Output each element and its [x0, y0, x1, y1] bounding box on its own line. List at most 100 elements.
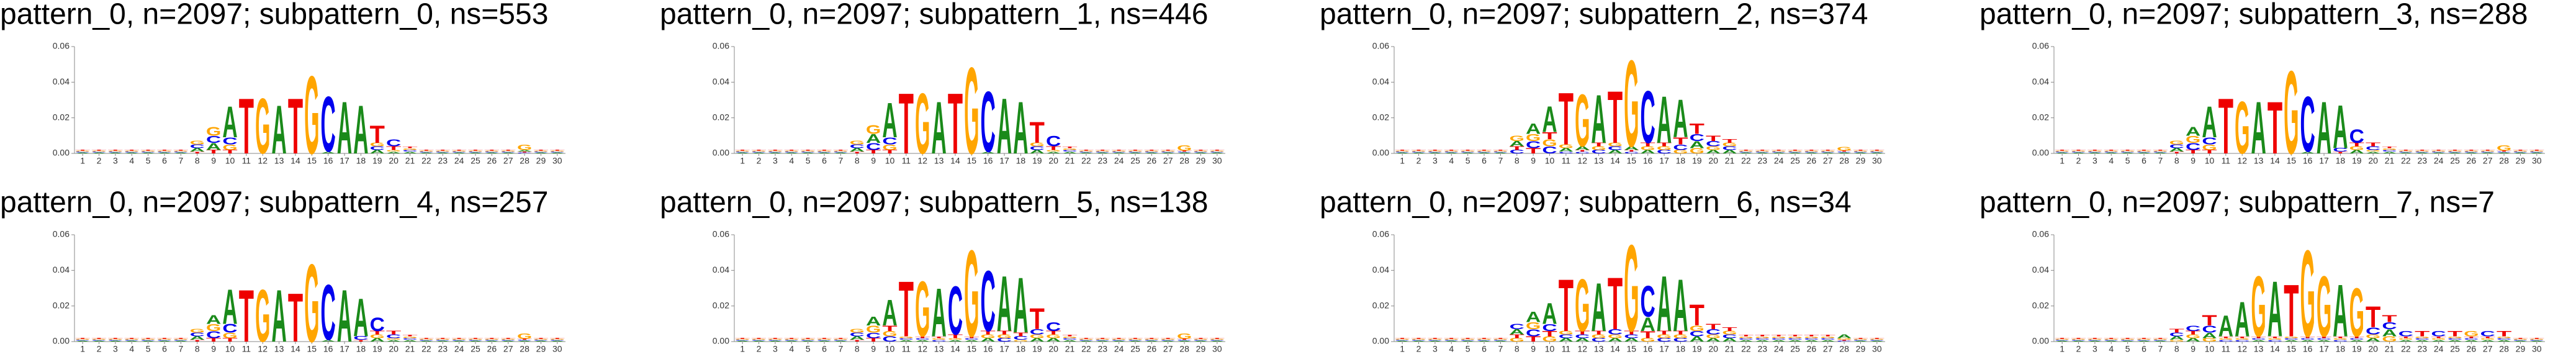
y-tick-label: 0.06 — [1372, 41, 1389, 51]
logo-letter: A — [2137, 152, 2152, 153]
logo-letter: A — [2300, 340, 2316, 342]
x-tick-label: 4 — [2109, 344, 2114, 354]
logo-letter: T — [501, 338, 516, 339]
logo-letter: C — [1411, 152, 1426, 153]
x-tick-label: 25 — [471, 156, 480, 166]
logo-letter: A — [2251, 340, 2266, 342]
logo-letter: G — [1657, 334, 1672, 339]
logo-letter: A — [1493, 152, 1508, 153]
x-tick-label: 18 — [356, 156, 366, 166]
logo-letter: G — [1755, 336, 1770, 338]
logo-letter: C — [2300, 338, 2316, 340]
x-tick-label: 20 — [1708, 344, 1718, 354]
logo-letter: T — [2137, 150, 2151, 151]
logo-letter: A — [915, 340, 930, 342]
logo-letter: G — [2087, 150, 2102, 152]
logo-letter: G — [1428, 150, 1443, 152]
logo-letter: G — [2284, 336, 2299, 338]
logo-letter: G — [1461, 338, 1475, 340]
logo-letter: C — [141, 340, 156, 341]
logo-letter: A — [899, 340, 914, 342]
x-tick-label: 6 — [2141, 156, 2146, 166]
logo-letter: T — [517, 152, 532, 153]
logo-letter: G — [2464, 150, 2479, 152]
logo-letter: G — [735, 338, 750, 340]
y-tick-label: 0.06 — [713, 229, 729, 239]
x-tick-label: 28 — [2499, 344, 2509, 354]
logo-letter: T — [1591, 330, 1606, 336]
logo-letter: C — [2366, 145, 2380, 151]
logo-letter: G — [1177, 145, 1192, 153]
logo-letter: G — [517, 333, 532, 341]
y-tick-label: 0.00 — [2032, 148, 2049, 158]
logo-letter: A — [1608, 337, 1623, 343]
x-tick-label: 7 — [1498, 344, 1503, 354]
logo-letter: C — [1144, 152, 1160, 153]
x-tick-label: 9 — [2191, 156, 2195, 166]
logo-letter: T — [2186, 330, 2201, 336]
logo-letter: A — [1722, 149, 1737, 155]
logo-letter: C — [108, 152, 124, 153]
logo-letter: C — [1624, 152, 1639, 154]
logo-letter: G — [1575, 79, 1590, 162]
logo-letter: T — [1411, 150, 1426, 151]
logo-letter: C — [899, 338, 914, 340]
logo-letter: C — [964, 338, 980, 340]
x-tick-label: 18 — [1016, 156, 1026, 166]
logo-letter: A — [2153, 340, 2168, 342]
x-tick-label: 6 — [1482, 156, 1487, 166]
logo-letter: C — [1111, 340, 1127, 341]
y-tick-label: 0.02 — [713, 112, 729, 122]
logo-letter: G — [2186, 334, 2200, 339]
logo-letter: C — [2120, 152, 2136, 153]
logo-letter: T — [1739, 150, 1754, 151]
logo-panel: pattern_0, n=2097; subpattern_2, ns=374 0… — [1320, 0, 1885, 173]
chart-title: pattern_0, n=2097; subpattern_0, ns=553 — [0, 0, 548, 31]
logo-letter: T — [353, 340, 368, 342]
x-tick-label: 5 — [146, 344, 151, 354]
x-tick-label: 9 — [871, 156, 876, 166]
logo-letter: C — [2186, 325, 2200, 333]
logo-letter: A — [1722, 337, 1737, 343]
logo-letter: G — [833, 150, 848, 152]
logo-letter: G — [550, 150, 565, 152]
logo-letter: A — [451, 340, 467, 342]
x-tick-label: 25 — [471, 344, 480, 354]
logo-letter: G — [141, 338, 156, 340]
logo-letter: A — [370, 337, 385, 343]
logo-letter: C — [468, 340, 484, 341]
logo-letter: A — [75, 152, 91, 153]
logo-letter: G — [402, 148, 417, 150]
logo-letter: T — [2186, 149, 2201, 155]
logo-letter: G — [1177, 333, 1192, 341]
logo-letter: G — [173, 150, 188, 152]
x-tick-label: 16 — [983, 156, 993, 166]
logo-letter: C — [735, 340, 750, 341]
logo-letter: A — [1739, 152, 1754, 153]
logo-letter: C — [1428, 152, 1443, 153]
x-tick-label: 15 — [967, 156, 977, 166]
logo-letter: G — [190, 329, 205, 334]
logo-letter: C — [2071, 152, 2086, 153]
logo-letter: T — [2366, 301, 2381, 334]
logo-letter: C — [1210, 152, 1225, 153]
logo-letter: T — [1575, 150, 1590, 152]
logo-letter: T — [1624, 150, 1639, 152]
logo-letter: T — [2268, 86, 2282, 169]
logo-letter: A — [2415, 152, 2430, 153]
logo-letter: G — [2382, 148, 2397, 150]
logo-letter: G — [386, 150, 401, 152]
x-tick-label: 8 — [1515, 344, 1520, 354]
logo-letter: T — [833, 338, 848, 339]
logo-letter: G — [997, 334, 1012, 339]
logo-letter: G — [468, 150, 483, 152]
logo-letter: G — [899, 336, 914, 338]
logo-letter: T — [124, 150, 139, 151]
logo-letter: A — [451, 152, 467, 153]
logo-letter: T — [850, 340, 865, 342]
logo-letter: C — [1095, 152, 1110, 153]
logo-letter: G — [1493, 150, 1508, 152]
logo-letter: T — [866, 149, 881, 155]
logo-letter: A — [1804, 340, 1819, 342]
logo-panel: pattern_0, n=2097; subpattern_5, ns=138 0… — [660, 186, 1225, 354]
